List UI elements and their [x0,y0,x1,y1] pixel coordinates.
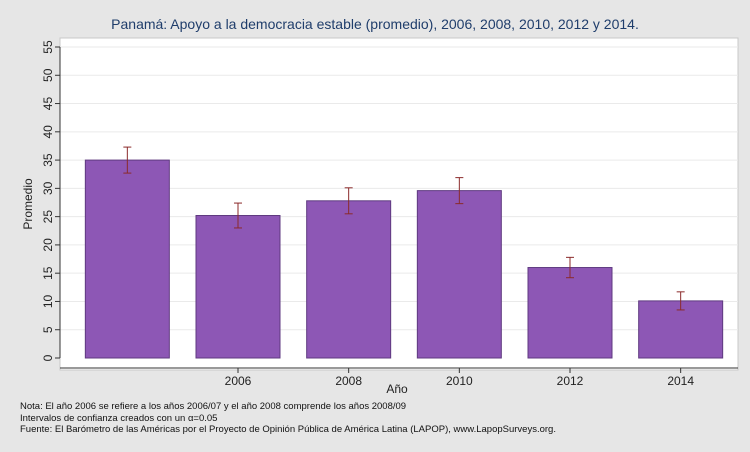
plot-area [59,37,739,371]
error-bar [344,187,353,215]
x-axis: 2006 2008 2010 2012 2014 [60,367,738,388]
note-line-2: Intervalos de confianza creados con un α… [20,412,218,424]
y-tick-label: 25 [41,210,55,224]
error-bars [123,146,685,311]
bar [306,200,392,359]
note-line-3: Fuente: El Barómetro de las Américas por… [20,424,556,435]
error-bar [123,146,132,174]
x-tick-label: 2014 [667,374,694,388]
x-tick-label: 2012 [557,374,584,388]
y-axis-label: Promedio [21,178,35,230]
y-tick-label: 0 [41,354,55,361]
error-bar [566,256,574,279]
y-tick-label: 20 [41,238,55,252]
error-bar [234,202,242,229]
y-axis: 0 5 10 15 20 25 30 35 40 45 50 55 [41,40,61,361]
x-axis-label: Año [386,382,408,396]
x-tick-label: 2010 [446,374,473,388]
error-bar [455,177,464,205]
x-tick-label: 2008 [335,374,362,388]
y-tick-label: 5 [41,326,55,333]
note-line-1: Nota: El año 2006 se refiere a los años … [20,401,407,412]
y-tick-label: 35 [41,153,55,167]
y-tick-label: 10 [41,294,55,308]
error-bar [676,291,685,311]
y-tick-label: 50 [41,68,55,82]
y-tick-label: 30 [41,181,55,195]
x-tick-label: 2006 [225,374,252,388]
y-tick-label: 45 [41,97,55,111]
bars [84,159,724,359]
bar [416,190,502,359]
y-tick-label: 55 [41,40,55,54]
grid-lines [60,46,738,331]
bar [195,215,281,359]
y-tick-label: 40 [41,125,55,139]
chart-title: Panamá: Apoyo a la democracia estable (p… [111,16,639,32]
bar [527,267,613,359]
bar [84,159,170,359]
y-tick-label: 15 [41,266,55,280]
chart-notes: Nota: El año 2006 se refiere a los años … [20,401,556,436]
